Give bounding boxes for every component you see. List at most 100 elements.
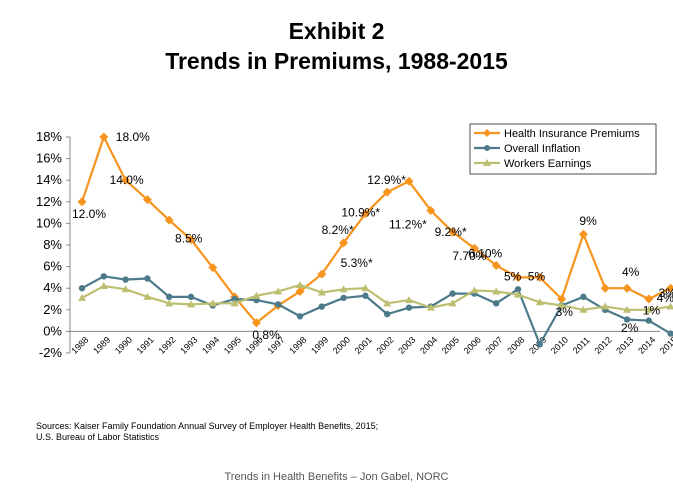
y-tick-label: 18% xyxy=(36,129,62,144)
data-point xyxy=(296,313,304,320)
data-point xyxy=(514,286,522,293)
data-label: 12.9%* xyxy=(367,173,406,187)
data-point xyxy=(601,302,610,310)
x-tick-label: 2015 xyxy=(658,335,673,356)
data-point xyxy=(208,299,217,307)
x-tick-label: 2011 xyxy=(571,335,592,356)
data-point xyxy=(667,330,673,337)
data-point xyxy=(405,304,413,311)
data-point xyxy=(514,290,522,298)
y-tick-label: 4% xyxy=(43,280,62,295)
x-tick-label: 1999 xyxy=(309,335,330,356)
data-point xyxy=(623,305,631,313)
data-point xyxy=(426,303,435,311)
x-tick-label: 1988 xyxy=(69,335,90,356)
data-point xyxy=(317,288,326,296)
data-point xyxy=(165,299,174,307)
legend-marker xyxy=(483,159,491,166)
data-point xyxy=(580,293,587,301)
data-point xyxy=(275,301,282,308)
data-label: 12.0% xyxy=(72,207,106,221)
data-label: 18.0% xyxy=(116,130,150,144)
data-label: 8.2%* xyxy=(322,223,354,237)
x-tick-label: 2005 xyxy=(440,335,461,356)
x-tick-label: 1994 xyxy=(200,335,221,356)
data-point xyxy=(231,295,238,303)
data-point xyxy=(187,293,195,301)
legend-label: Health Insurance Premiums xyxy=(504,128,640,140)
data-point xyxy=(77,197,87,207)
data-point xyxy=(623,316,631,323)
x-tick-label: 1989 xyxy=(91,335,112,356)
data-point xyxy=(493,300,500,307)
data-label: 3% xyxy=(659,286,673,300)
data-point xyxy=(384,310,391,318)
x-tick-label: 2010 xyxy=(549,335,570,356)
data-point xyxy=(644,305,653,313)
data-point xyxy=(121,175,131,185)
data-point xyxy=(405,296,413,304)
data-point xyxy=(536,341,543,348)
data-point xyxy=(491,261,501,271)
x-tick-label: 1991 xyxy=(135,335,156,356)
data-point xyxy=(78,285,86,292)
data-label: 5.3%* xyxy=(341,256,373,270)
data-point xyxy=(362,292,369,299)
data-point xyxy=(187,300,195,308)
data-point xyxy=(252,291,261,299)
data-point xyxy=(144,275,151,282)
data-label: 4% xyxy=(622,265,640,279)
data-point xyxy=(666,302,673,310)
slide-footer: Trends in Health Benefits – Jon Gabel, N… xyxy=(224,471,449,483)
data-label: 10.9%* xyxy=(341,206,380,220)
data-point xyxy=(274,287,283,295)
data-point xyxy=(208,263,218,273)
data-label: 3% xyxy=(556,305,574,319)
data-label: 2% xyxy=(621,321,639,335)
data-label: 1% xyxy=(643,304,661,318)
data-point xyxy=(535,298,544,306)
data-point xyxy=(296,280,304,288)
data-point xyxy=(142,195,152,205)
y-tick-label: 2% xyxy=(43,302,62,317)
x-tick-label: 1998 xyxy=(287,335,308,356)
data-point xyxy=(666,283,673,293)
data-label: 8.5% xyxy=(175,232,203,246)
x-tick-label: 1995 xyxy=(222,335,243,356)
x-tick-label: 1990 xyxy=(113,335,134,356)
x-tick-label: 2006 xyxy=(462,335,483,356)
data-point xyxy=(448,227,458,237)
data-point xyxy=(644,294,654,304)
data-point xyxy=(470,286,479,294)
data-point xyxy=(448,299,457,307)
data-point xyxy=(578,229,588,239)
data-point xyxy=(317,269,327,279)
x-tick-label: 2001 xyxy=(353,335,374,356)
data-label: 11.2%* xyxy=(389,217,427,231)
data-point xyxy=(360,209,370,219)
data-label: 14.0% xyxy=(110,173,144,187)
source-note-line-2: U.S. Bureau of Labor Statistics xyxy=(36,432,160,442)
data-point xyxy=(122,276,129,283)
data-point xyxy=(579,305,588,313)
data-point xyxy=(557,294,567,304)
y-tick-label: 0% xyxy=(43,323,62,338)
data-point xyxy=(143,292,152,300)
legend-box xyxy=(469,123,657,175)
data-point xyxy=(251,318,261,328)
data-point xyxy=(383,299,392,307)
data-point xyxy=(166,293,173,301)
data-point xyxy=(99,132,109,142)
x-tick-label: 2007 xyxy=(483,335,504,356)
x-tick-label: 2004 xyxy=(418,335,439,356)
data-point xyxy=(492,287,501,295)
data-point xyxy=(426,205,436,215)
data-label: 4% xyxy=(657,291,673,305)
x-tick-label: 1992 xyxy=(156,335,177,356)
legend-label: Overall Inflation xyxy=(504,143,580,155)
series-line-0 xyxy=(80,135,672,324)
data-label: 9% xyxy=(579,214,597,228)
y-tick-label: 14% xyxy=(36,172,62,187)
data-point xyxy=(318,303,325,310)
